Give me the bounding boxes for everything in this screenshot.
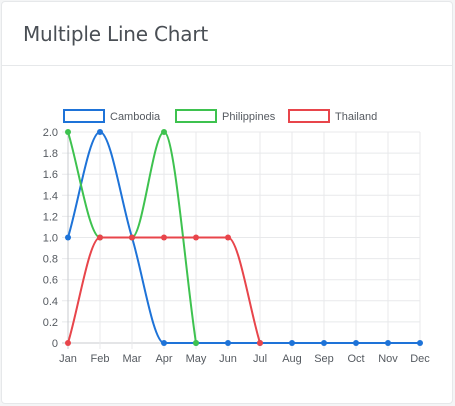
card-header: Multiple Line Chart [2,2,452,66]
chart-legend[interactable]: Cambodia Philippines Thailand [63,109,377,123]
data-point-thailand [97,234,103,241]
x-tick-label: Feb [91,353,110,365]
y-tick-label: 0.2 [43,317,58,329]
data-point-cambodia [97,129,103,135]
data-point-cambodia [321,340,327,346]
y-tick-label: 1.6 [43,169,58,181]
data-point-cambodia [289,340,295,346]
data-point-cambodia [161,340,167,346]
legend-item-cambodia[interactable]: Cambodia [63,109,161,123]
data-point-thailand [129,234,135,241]
x-tick-label: Oct [347,353,364,365]
legend-label-cambodia: Cambodia [110,111,161,123]
legend-label-thailand: Thailand [335,111,377,123]
y-tick-label: 1.8 [43,148,58,160]
data-point-thailand [257,340,263,346]
y-tick-label: 0.4 [43,296,58,308]
y-tick-label: 0.6 [43,275,58,287]
x-tick-label: Mar [123,353,142,365]
x-tick-label: Jul [253,353,267,365]
x-tick-label: May [186,353,207,365]
chart-grid [62,131,421,349]
y-tick-label: 0.8 [43,254,58,266]
data-point-philippines [65,129,71,135]
data-point-philippines [161,129,167,135]
data-point-cambodia [353,340,359,346]
legend-item-philippines[interactable]: Philippines [175,109,276,123]
y-tick-label: 0 [52,338,58,350]
x-tick-label: Dec [410,353,430,365]
legend-swatch-cambodia [63,109,105,123]
chart-series [65,129,423,346]
y-tick-label: 1.4 [43,190,58,202]
data-point-philippines [193,340,199,346]
data-point-thailand [193,234,199,241]
legend-swatch-thailand [288,109,330,123]
chart-axes: 0 0.2 0.4 0.6 0.8 1.0 1.2 1.4 1.6 1.8 2.0 Jan Feb Mar… [43,127,431,365]
x-tick-label: Sep [314,353,334,365]
y-tick-label: 2.0 [43,127,58,139]
data-point-cambodia [225,340,231,346]
legend-label-philippines: Philippines [222,111,276,123]
data-point-cambodia [65,234,71,241]
y-tick-label: 1.0 [43,233,58,245]
data-point-cambodia [417,340,423,346]
x-tick-label: Nov [378,353,398,365]
data-point-cambodia [385,340,391,346]
data-point-thailand [161,234,167,241]
x-tick-label: Jun [219,353,237,365]
x-tick-label: Aug [282,353,302,365]
legend-item-thailand[interactable]: Thailand [288,109,377,123]
x-tick-label: Apr [155,353,172,365]
data-point-thailand [65,340,71,346]
data-point-thailand [225,234,231,241]
x-tick-label: Jan [59,353,77,365]
series-line-philippines [67,130,197,344]
y-tick-label: 1.2 [43,211,58,223]
legend-swatch-philippines [175,109,217,123]
card-title: Multiple Line Chart [23,22,208,46]
